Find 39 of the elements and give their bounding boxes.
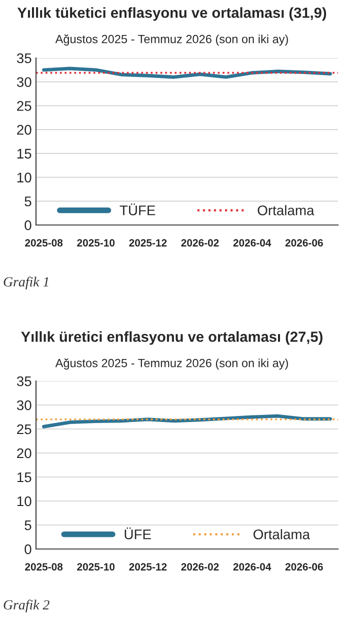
legend-label: Ortalama: [258, 205, 314, 216]
legend-label: ÜFE: [124, 528, 151, 540]
y-tick-label: 10: [17, 496, 32, 506]
y-tick-label: 5: [24, 196, 32, 206]
y-tick-label: 30: [16, 400, 32, 410]
y-tick-label: 5: [24, 520, 32, 530]
y-tick-label: 20: [17, 448, 32, 458]
x-tick-label: 2025-12: [129, 563, 167, 571]
y-tick-label: 0: [24, 544, 32, 554]
y-tick-label: 20: [17, 124, 32, 135]
chart-title: Yıllık tüketici enflasyonu ve ortalaması (31,9): [17, 7, 326, 21]
legend-label: TÜFE: [120, 204, 156, 216]
y-tick-label: 30: [16, 77, 32, 88]
x-tick-label: 2026-06: [285, 563, 323, 571]
x-tick-label: 2025-08: [25, 239, 63, 247]
x-tick-label: 2026-06: [285, 239, 323, 247]
y-tick-label: 25: [17, 424, 32, 434]
x-tick-label: 2025-10: [77, 563, 115, 571]
x-tick-label: 2025-08: [25, 563, 63, 571]
y-tick-label: 15: [17, 148, 32, 159]
x-tick-label: 2026-02: [181, 563, 219, 571]
chart-subtitle: Ağustos 2025 - Temmuz 2026 (son on iki ay): [55, 34, 288, 46]
text: Grafik 1: [4, 276, 48, 290]
y-tick-label: 35: [16, 376, 32, 386]
line-series: [42, 66, 332, 79]
chart-subtitle: Ağustos 2025 - Temmuz 2026 (son on iki ay): [55, 358, 288, 370]
text: Grafik 2: [4, 600, 50, 612]
y-tick-label: 0: [24, 220, 32, 230]
x-tick-label: 2025-12: [129, 239, 167, 247]
y-tick-label: 25: [17, 101, 32, 111]
x-tick-label: 2026-04: [233, 563, 272, 571]
y-tick-label: 35: [16, 53, 32, 64]
legend-label: Ortalama: [254, 529, 310, 540]
x-tick-label: 2026-04: [233, 239, 272, 247]
y-tick-label: 10: [17, 172, 32, 182]
x-tick-label: 2025-10: [77, 239, 115, 247]
chart-title: Yıllık üretici enflasyonu ve ortalaması (27,5): [21, 331, 322, 345]
y-tick-label: 15: [17, 472, 32, 482]
x-tick-label: 2026-02: [181, 239, 219, 247]
